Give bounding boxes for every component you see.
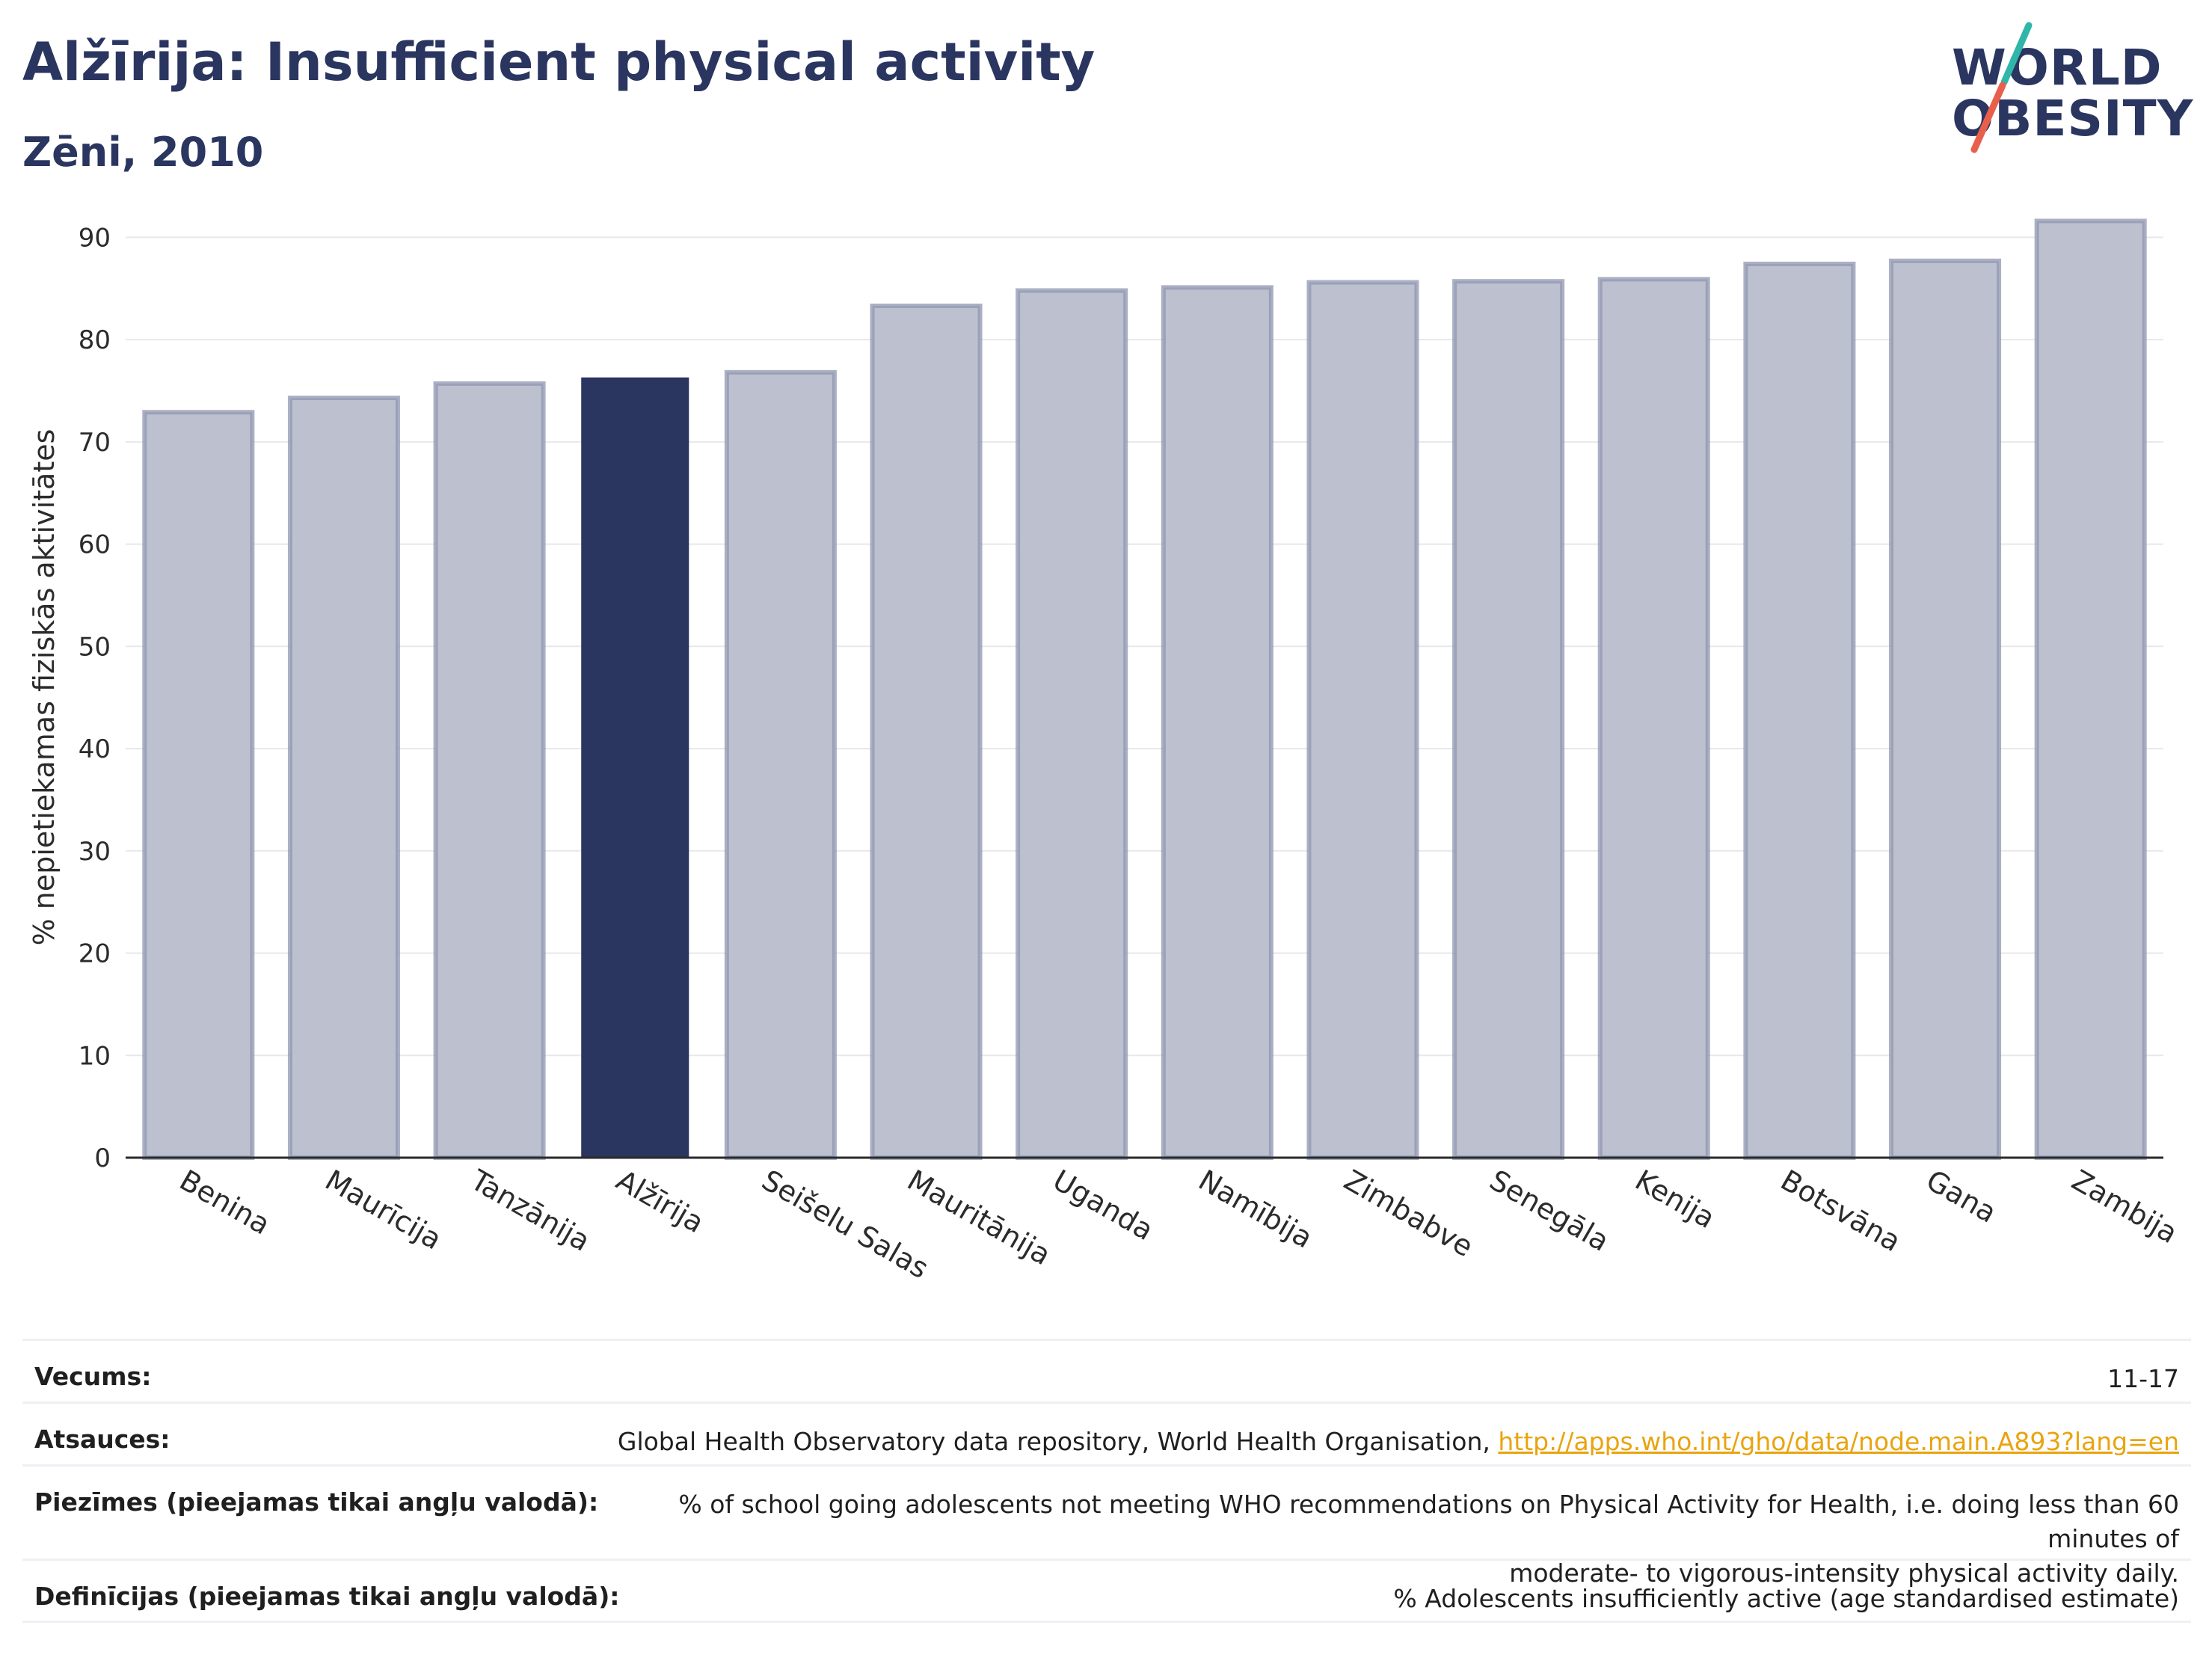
meta-row-sources: Atsauces: Global Health Observatory data…: [22, 1401, 2191, 1464]
meta-notes-line2: moderate- to vigorous-intensity physical…: [1509, 1559, 2179, 1588]
y-tick-label: 80: [79, 325, 111, 355]
y-tick-label: 90: [79, 223, 111, 253]
bar-Zimbabve: [1306, 280, 1419, 1160]
y-tick-label: 20: [79, 939, 111, 969]
meta-label-notes: Piezīmes (pieejamas tikai angļu valodā):: [34, 1487, 599, 1517]
x-tick-label: Namībija: [1193, 1164, 1318, 1255]
x-tick-label: Senegāla: [1484, 1164, 1615, 1258]
y-tick-label: 30: [79, 837, 111, 867]
bar-chart: 0 10 20 30 40 50 60 70 80 90 % nepietiekamas fizis…: [28, 218, 2183, 1285]
bar-Senegāla: [1452, 279, 1565, 1161]
bar-Maurīcija: [287, 396, 400, 1160]
meta-value-definitions: % Adolescents insufficiently active (age…: [1393, 1584, 2179, 1613]
y-tick-label: 0: [94, 1143, 111, 1173]
bar-Seišelu Salas: [724, 369, 837, 1160]
y-tick-label: 70: [79, 428, 111, 458]
x-tick-label: Kenija: [1629, 1164, 1720, 1235]
chart-title: Alžīrija: Insufficient physical activity: [22, 31, 1096, 93]
bar-Zambija: [2034, 218, 2147, 1160]
logo-slash-icon: [1970, 22, 2033, 153]
x-tick-label: Gana: [1921, 1164, 2003, 1229]
meta-source-text: Global Health Observatory data repositor…: [617, 1427, 1499, 1456]
x-tick-label: Zambija: [2066, 1164, 2183, 1250]
meta-value-age: 11-17: [2107, 1364, 2179, 1393]
bar-Mauritānija: [870, 303, 983, 1161]
chart-subtitle: Zēni, 2010: [22, 129, 264, 176]
bar-Tanzānija: [433, 381, 546, 1161]
bar-Botsvāna: [1743, 261, 1856, 1160]
meta-label-definitions: Definīcijas (pieejamas tikai angļu valod…: [34, 1582, 620, 1611]
bar-Alžīrija: [581, 377, 689, 1158]
x-tick-label: Benina: [174, 1164, 276, 1241]
x-tick-label: Uganda: [1048, 1164, 1159, 1247]
y-tick-label: 40: [79, 734, 111, 764]
x-tick-label: Maurīcija: [319, 1164, 447, 1256]
meta-label-sources: Atsauces:: [34, 1425, 170, 1454]
y-tick-label: 10: [79, 1041, 111, 1071]
bar-Uganda: [1016, 288, 1128, 1161]
y-tick-label: 60: [79, 530, 111, 560]
meta-label-age: Vecums:: [34, 1362, 152, 1391]
meta-value-notes: % of school going adolescents not meetin…: [598, 1487, 2191, 1591]
meta-notes-line1: % of school going adolescents not meetin…: [678, 1490, 2179, 1553]
x-tick-label: Zimbabve: [1339, 1164, 1478, 1264]
bar-Benina: [142, 410, 255, 1160]
x-tick-label: Tanzānija: [464, 1163, 595, 1258]
meta-source-link[interactable]: http://apps.who.int/gho/data/node.main.A…: [1498, 1427, 2179, 1456]
y-axis-title: % nepietiekamas fiziskās aktivitātes: [28, 429, 61, 946]
y-tick-label: 50: [79, 632, 111, 662]
bar-Kenija: [1597, 277, 1710, 1160]
meta-value-sources: Global Health Observatory data repositor…: [618, 1425, 2191, 1459]
meta-row-age: Vecums: 11-17: [22, 1339, 2191, 1401]
x-tick-label: Botsvāna: [1775, 1164, 1906, 1259]
x-tick-label: Alžīrija: [611, 1164, 710, 1240]
bar-Namībija: [1161, 285, 1274, 1161]
meta-row-definitions: Definīcijas (pieejamas tikai angļu valod…: [22, 1559, 2191, 1623]
logo-text-world: WORLD: [1952, 39, 2163, 96]
meta-row-notes: Piezīmes (pieejamas tikai angļu valodā):…: [22, 1464, 2191, 1588]
world-obesity-logo: WORLD OBESITY: [1952, 21, 2199, 156]
bar-Gana: [1889, 258, 2002, 1160]
